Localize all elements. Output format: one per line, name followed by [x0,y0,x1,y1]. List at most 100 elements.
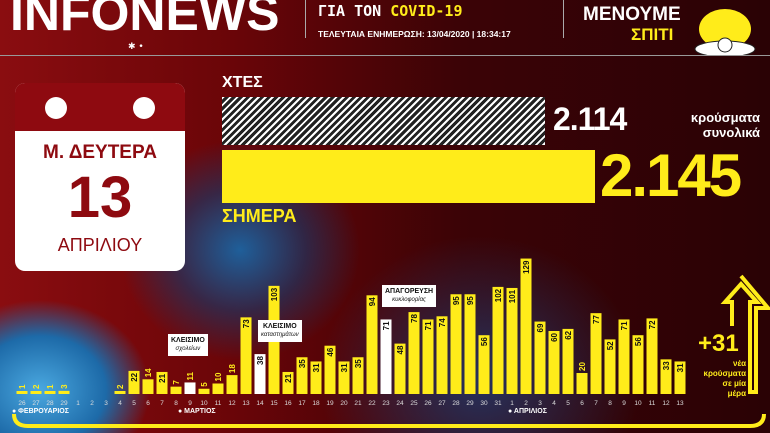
bar [128,370,140,394]
bar [198,388,210,394]
bar-value-label: 71 [620,321,629,330]
x-tick-label: 19 [326,400,334,407]
bar-value-label: 74 [438,318,447,327]
bar-value-label: 2 [116,384,125,389]
bar [114,391,126,394]
bar-value-label: 56 [480,337,489,346]
bar-value-label: 35 [354,359,363,368]
today-label: ΣΗΜΕΡΑ [222,206,297,226]
bar [422,319,434,394]
bar-value-label: 77 [592,315,601,324]
x-tick-label: 13 [242,400,250,407]
caption-line: κρούσματα [690,110,760,125]
x-tick-label: 7 [160,400,164,407]
calendar-day: Μ. ΔΕΥΤΕΡΑ [43,142,157,163]
yesterday-label: ΧΤΕΣ [222,74,263,91]
x-tick-label: 3 [538,400,542,407]
header-divider [0,55,770,56]
bar-value-label: 31 [676,363,685,372]
bar [464,294,476,394]
bar-value-label: 35 [298,359,307,368]
bar [240,317,252,394]
bar-value-label: 14 [144,368,153,377]
x-tick-label: 16 [284,400,292,407]
annotation-subtitle: κυκλοφορίας [392,297,426,303]
x-tick-label: 10 [200,400,208,407]
bar-value-label: 5 [200,382,209,387]
stay-home-line1: ΜΕΝΟΥΜΕ [583,4,681,25]
x-tick-label: 22 [368,400,376,407]
x-tick-label: 5 [132,400,136,407]
bar [408,312,420,394]
x-tick-label: 9 [622,400,626,407]
x-tick-label: 11 [649,400,656,407]
annotation-subtitle: καταστημάτων [261,332,299,338]
bar-value-label: 56 [634,337,643,346]
bar-value-label: 48 [396,345,405,354]
daily-increase: +31 [698,330,739,357]
x-tick-label: 25 [410,400,418,407]
bar [30,391,42,394]
bar [562,328,574,394]
event-annotation: ΚΛΕΙΣΙΜΟ καταστημάτων [258,320,302,342]
x-tick-label: 15 [270,400,278,407]
x-tick-label: 12 [662,400,670,407]
bar [170,386,182,394]
yesterday-bar [222,97,545,145]
caption-line: συνολικά [702,125,760,140]
x-tick-label: 6 [146,400,150,407]
calendar-date: 13 [67,165,133,230]
bar-value-label: 21 [284,373,293,382]
bar [618,319,630,394]
bar-value-label: 31 [312,363,321,372]
bar-value-label: 94 [368,297,377,306]
x-tick-label: 14 [256,400,264,407]
x-tick-label: 13 [676,400,684,407]
x-tick-label: 6 [580,400,584,407]
calendar-month: ΑΠΡΙΛΙΟΥ [57,235,143,255]
x-tick-label: 27 [32,400,40,407]
bar [436,316,448,394]
bar [338,361,350,394]
bar [674,361,686,394]
bar [506,287,518,394]
bar-value-label: 62 [564,330,573,339]
x-tick-label: 21 [354,400,362,407]
bar-value-label: 2 [32,384,41,389]
bar [450,294,462,394]
bar [254,354,266,394]
bar-value-label: 38 [256,356,265,365]
bar [296,357,308,394]
page-title: ΓΙΑ ΤΟΝ COVID-19 [318,2,463,20]
annotation-title: ΑΠΑΓΟΡΕΥΣΗ [385,288,434,295]
divider [305,0,306,38]
bar-value-label: 102 [494,288,503,302]
today-bar [222,150,595,203]
stay-home-line2: ΣΠΙΤΙ [631,25,674,44]
x-tick-label: 20 [340,400,348,407]
infonews-logo[interactable]: INFONEWS [10,0,280,41]
logo-star-icon: ✱ • [128,42,144,52]
bar-value-label: 78 [410,314,419,323]
bar-value-label: 73 [242,319,251,328]
caption-line: μέρα [727,389,746,398]
caption-line: κρούσματα [703,369,746,378]
x-tick-label: 12 [228,400,236,407]
bar-value-label: 1 [46,384,55,389]
bar [156,371,168,394]
last-updated: ΤΕΛΕΥΤΑΙΑ ΕΝΗΜΕΡΩΣΗ: 13/04/2020 | 18:34:… [318,29,511,39]
x-tick-label: 9 [188,400,192,407]
x-tick-label: 27 [438,400,446,407]
x-tick-label: 29 [466,400,474,407]
bar-value-label: 11 [186,371,195,380]
bar [44,391,56,394]
calendar: Μ. ΔΕΥΤΕΡΑ 13 ΑΠΡΙΛΙΟΥ [15,83,185,271]
bar [184,382,196,394]
x-tick-label: 31 [494,400,502,407]
x-tick-label: 11 [215,400,222,407]
bar [590,313,602,394]
month-label: ● ΦΕΒΡΟΥΑΡΙΟΣ [12,408,69,415]
bar-value-label: 71 [382,321,391,330]
x-tick-label: 4 [552,400,556,407]
